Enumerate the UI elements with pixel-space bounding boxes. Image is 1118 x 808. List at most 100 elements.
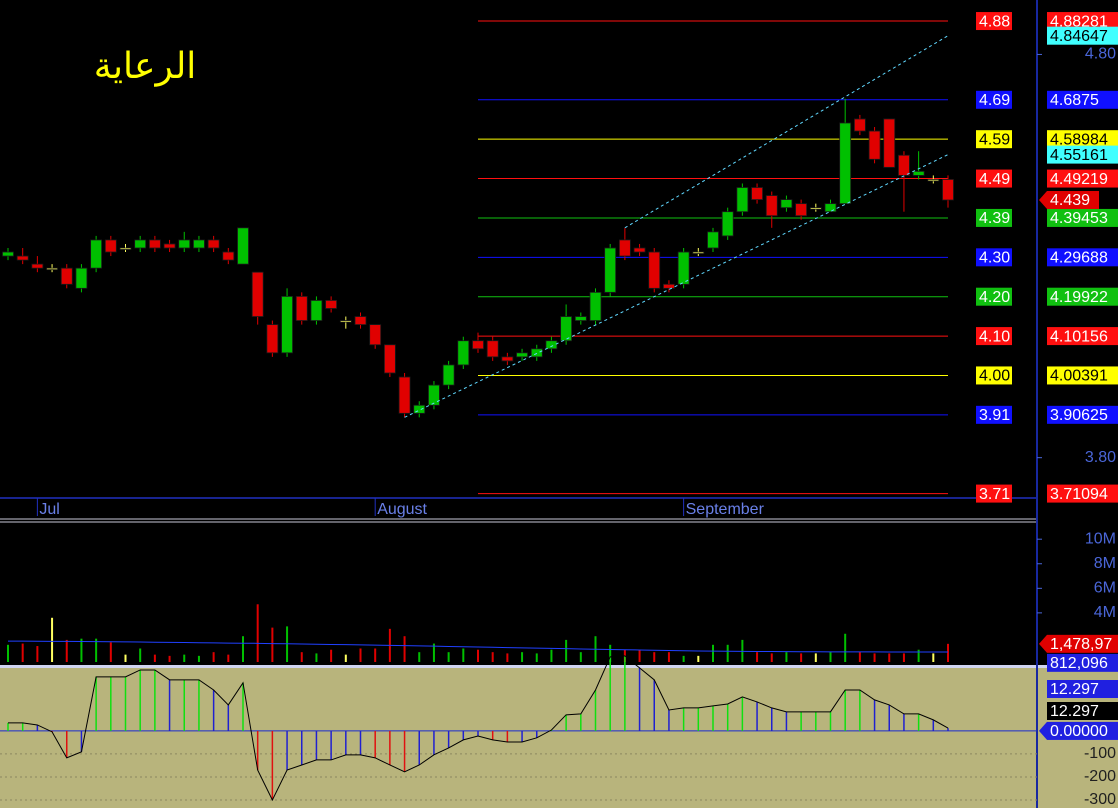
candle-body <box>898 154 910 176</box>
candle-body <box>677 251 690 285</box>
candle-body <box>604 247 617 293</box>
candle-body <box>134 239 147 249</box>
volume-bar <box>271 627 274 662</box>
level-value-text: 4.39453 <box>1050 210 1108 227</box>
average-readout <box>1047 653 1118 672</box>
volume-bar <box>653 652 656 662</box>
level-label-text: 4.30 <box>979 250 1010 267</box>
candle-body <box>663 283 675 289</box>
level-value-text: 3.71094 <box>1050 486 1108 503</box>
level-value <box>1047 208 1118 227</box>
candle-body <box>927 179 940 182</box>
y-tick-label: 8M <box>1094 555 1116 572</box>
volume-bar <box>7 644 9 662</box>
level-label-text: 4.20 <box>979 289 1010 306</box>
candle-body <box>751 187 763 201</box>
zero-label-arrow <box>1039 721 1047 740</box>
volume-readout-arrow <box>1039 634 1047 653</box>
trend-value <box>1047 145 1118 164</box>
volume-average <box>8 640 949 653</box>
volume-bar <box>95 638 98 662</box>
candle-body <box>46 267 58 271</box>
level-value <box>1047 169 1118 188</box>
candle-body <box>266 324 279 354</box>
trend-line <box>404 154 949 418</box>
volume-bar <box>932 653 935 662</box>
volume-bar <box>917 649 920 662</box>
candle-body <box>369 324 382 346</box>
volume-bar <box>300 652 303 662</box>
oscillator-readout-text: 12.297 <box>1050 703 1099 720</box>
candle-body <box>237 227 249 265</box>
candle-body <box>648 251 661 289</box>
volume-bar <box>344 654 347 662</box>
volume-bar <box>462 648 465 662</box>
level-value <box>1047 327 1118 346</box>
volume-bar <box>535 653 538 662</box>
volume-bar <box>80 638 83 662</box>
candle-body <box>325 300 338 309</box>
candle-body <box>472 340 484 350</box>
x-tick-label: September <box>686 501 765 518</box>
candle-body <box>148 239 161 249</box>
candle-body <box>780 199 793 209</box>
candle-body <box>222 251 235 261</box>
candle-body <box>839 122 852 205</box>
volume-bar <box>183 654 186 662</box>
volume-bar <box>726 644 729 662</box>
volume-bar <box>638 649 641 662</box>
level-label <box>976 12 1012 31</box>
volume-bar <box>242 636 244 662</box>
level-label <box>976 130 1012 149</box>
volume-bar <box>756 652 759 662</box>
volume-bar <box>491 652 494 662</box>
level-label <box>976 405 1012 424</box>
candle-body <box>883 118 896 168</box>
volume-bar <box>770 653 773 662</box>
candle-body <box>457 340 470 366</box>
level-label-text: 3.91 <box>979 407 1010 424</box>
volume-bar <box>374 648 377 662</box>
volume-bar <box>330 649 333 662</box>
level-label-text: 4.88 <box>979 13 1010 30</box>
volume-bar <box>565 639 568 662</box>
volume-bar <box>800 653 803 662</box>
volume-bar <box>521 652 524 662</box>
level-value <box>1047 90 1118 109</box>
level-value <box>1047 287 1118 306</box>
level-label <box>976 287 1012 306</box>
level-label <box>976 208 1012 227</box>
average-readout-text: 812,096 <box>1050 655 1108 672</box>
level-value <box>1047 366 1118 385</box>
y-tick-label: 10M <box>1085 530 1116 547</box>
volume-bar <box>844 633 847 662</box>
level-label-text: 4.49 <box>979 171 1010 188</box>
volume-bar <box>197 655 200 662</box>
volume-bar <box>418 652 421 662</box>
volume-bar <box>477 649 479 662</box>
y-tick-label: 3.80 <box>1085 449 1116 466</box>
level-value <box>1047 405 1118 424</box>
last-price-arrow <box>1039 191 1047 210</box>
candle-body <box>912 170 925 176</box>
candle-body <box>765 195 778 217</box>
candle-body <box>90 239 103 269</box>
level-value-text: 4.19922 <box>1050 289 1108 306</box>
trend-value-text: 4.55161 <box>1050 147 1108 164</box>
volume-bar <box>432 643 435 662</box>
candle-body <box>398 376 411 414</box>
zero-label-text: 0.00000 <box>1050 723 1108 740</box>
candle-body <box>574 316 587 321</box>
candle-body <box>824 203 837 213</box>
level-value <box>1047 12 1118 31</box>
volume-bar <box>403 636 406 662</box>
candle-body <box>589 291 602 321</box>
volume-bar <box>814 653 817 662</box>
candle-body <box>795 203 808 217</box>
candle-body <box>60 267 73 285</box>
volume-bar <box>212 652 215 662</box>
level-value <box>1047 484 1118 503</box>
candle-body <box>383 344 396 374</box>
volume-bar <box>902 653 905 662</box>
y-tick-label: -300 <box>1084 791 1116 808</box>
